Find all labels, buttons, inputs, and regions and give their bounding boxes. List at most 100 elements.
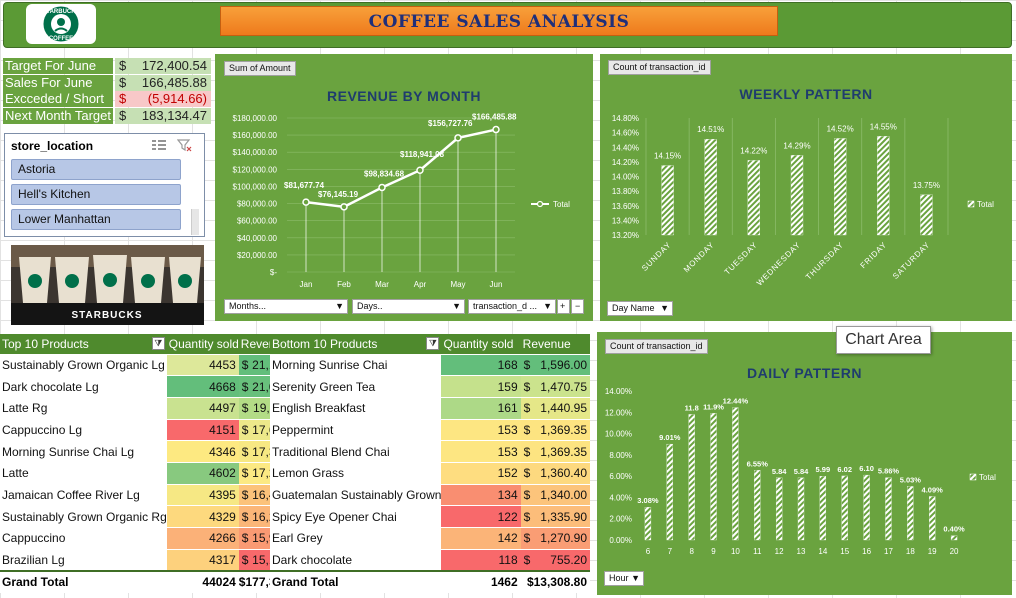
data-point[interactable] [340,203,348,211]
table-header-cell: Revenue [520,334,590,355]
revenue-amount: 1,369.35 [540,422,587,437]
hourly-bar[interactable] [775,477,783,541]
revenue-chart-panel[interactable]: Sum of Amount REVENUE BY MONTH $- $20,000… [215,54,593,321]
revenue-line-chart[interactable]: $- $20,000.00 $40,000.00 $60,000.00 $80,000.… [215,104,593,294]
quantity-cell: 134 [441,484,521,507]
quantity-cell: 4497 [166,397,239,420]
weekly-bar[interactable] [790,155,804,236]
expand-field-button[interactable]: + [557,299,570,314]
quantity-cell: 4346 [166,440,239,463]
y-tick-label: 10.00% [605,430,632,439]
hourly-bar[interactable] [644,507,652,541]
table-header-cell: Quantity sold [441,334,521,355]
quantity-cell: 153 [441,419,521,442]
data-point[interactable] [302,198,310,206]
weekly-bar[interactable] [920,194,933,236]
filter-dropdown-icon[interactable]: ⧩ [426,337,440,350]
weekly-bar[interactable] [747,160,761,236]
hour-filter-label: Hour [609,573,629,583]
data-point[interactable] [454,134,462,142]
days-filter-dropdown[interactable]: Days.. ▼ [352,299,465,314]
hourly-bar[interactable] [863,474,870,541]
slicer-scrollbar[interactable] [191,209,199,235]
weekly-chart-panel[interactable]: Count of transaction_id WEEKLY PATTERN 1… [600,54,1012,321]
weekly-count-field-button[interactable]: Count of transaction_id [608,60,711,75]
data-point[interactable] [378,183,386,192]
kpi-row: Target For June $172,400.54 [3,58,211,74]
weekly-bar[interactable] [833,138,847,236]
quantity-cell: 4668 [166,375,239,398]
day-name-filter-dropdown[interactable]: Day Name ▼ [607,301,673,316]
title-bar: COFFEE SALES ANALYSIS [220,6,778,36]
legend-label: Total [553,200,570,209]
table-header-cell[interactable]: Bottom 10 Products ⧩ [270,334,442,355]
kpi-value: $166,485.88 [115,74,211,91]
product-name-cell: Brazilian Lg [0,549,167,572]
weekly-bar[interactable] [704,139,717,236]
data-label: $98,834.68 [364,169,405,178]
kpi-label: Next Month Target [3,107,113,124]
product-name-cell: Serenity Green Tea [270,375,442,398]
data-label: 11.8 [685,403,699,412]
y-tick-label: 14.60% [612,129,639,138]
hourly-bar[interactable] [907,486,914,541]
clear-filter-icon[interactable] [177,138,193,152]
slicer-item-lower-manhattan[interactable]: Lower Manhattan [11,209,181,230]
hour-filter-dropdown[interactable]: Hour ▼ [604,571,644,586]
daily-count-field-button[interactable]: Count of transaction_id [605,339,708,354]
collapse-field-button[interactable]: − [571,299,584,314]
photo-brand-text: STARBUCKS [71,310,142,321]
multi-select-icon[interactable] [151,138,167,152]
sum-of-amount-field-button[interactable]: Sum of Amount [224,61,296,76]
data-point[interactable] [416,166,424,174]
x-tick-label: 19 [928,547,937,556]
hourly-bar[interactable] [754,470,761,541]
store-location-slicer[interactable]: store_location Astoria Hell's Kitchen Lo… [4,133,205,237]
revenue-amount: 1,340.00 [540,487,587,502]
x-tick-label: FRIDAY [859,240,889,270]
hourly-bar[interactable] [710,413,717,541]
x-tick-label: TUESDAY [723,240,760,277]
hourly-bar[interactable] [950,535,958,541]
grand-total-qty: 1462 [441,569,521,594]
hourly-bar[interactable] [929,496,936,541]
weekly-bar[interactable] [877,136,890,236]
weekly-bar-chart[interactable]: 13.20% 13.40% 13.60% 13.80% 14.00% 14.20% 14.4… [600,104,1012,294]
data-label: 5.99 [816,465,831,474]
header-label: Revenue [522,336,571,351]
weekly-bar[interactable] [661,165,674,236]
bottom10-products-table: Bottom 10 Products ⧩ Quantity sold Revenue M… [270,334,590,594]
daily-chart-panel[interactable]: Count of transaction_id DAILY PATTERN 0.… [597,332,1012,595]
grand-total-label: Grand Total [270,569,442,594]
slicer-item-astoria[interactable]: Astoria [11,159,181,180]
data-label: 13.75% [913,181,940,190]
revenue-cell: $1,340.00 [520,484,590,507]
transaction-date-filter-dropdown[interactable]: transaction_d ... ▼ [468,299,556,314]
hourly-bar[interactable] [688,414,695,541]
data-label: $81,677.74 [284,181,325,190]
slicer-item-hells-kitchen[interactable]: Hell's Kitchen [11,184,181,205]
transaction-date-filter-label: transaction_d ... [473,301,538,311]
data-point[interactable] [492,125,500,134]
daily-bar-chart[interactable]: 0.00% 2.00% 4.00% 6.00% 8.00% 10.00% 12.00% 14.… [597,382,1012,567]
data-label: 14.22% [740,146,767,155]
product-name-cell: Spicy Eye Opener Chai [270,505,442,528]
legend-label: Total [979,473,996,482]
hourly-bar[interactable] [819,476,827,541]
data-label: 5.03% [900,475,922,484]
hourly-bar[interactable] [732,407,739,541]
data-label: 14.51% [697,125,724,134]
hourly-bar[interactable] [797,477,805,541]
hourly-bar[interactable] [841,475,848,541]
filter-dropdown-icon[interactable]: ⧩ [151,337,165,350]
data-label: 0.40% [943,525,965,534]
hourly-bar[interactable] [666,443,673,541]
data-label: 3.08% [637,496,659,505]
hourly-bar[interactable] [885,477,892,541]
months-filter-dropdown[interactable]: Months... ▼ [224,299,348,314]
table-header-cell[interactable]: Top 10 Products ⧩ [0,334,167,355]
